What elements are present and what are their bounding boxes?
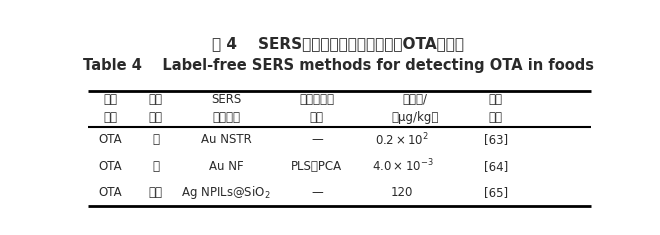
Text: [65]: [65] bbox=[484, 186, 508, 199]
Text: PLS、PCA: PLS、PCA bbox=[291, 160, 343, 173]
Text: 120: 120 bbox=[391, 186, 414, 199]
Text: Ag NPILs@SiO$_2$: Ag NPILs@SiO$_2$ bbox=[182, 184, 271, 201]
Text: 白酒: 白酒 bbox=[148, 186, 162, 199]
Text: —: — bbox=[311, 186, 323, 199]
Text: 水: 水 bbox=[152, 160, 159, 173]
Text: 水: 水 bbox=[152, 133, 159, 146]
Text: OTA: OTA bbox=[98, 186, 122, 199]
Text: 检测限/
（μg/kg）: 检测限/ （μg/kg） bbox=[391, 93, 439, 124]
Text: Table 4    Label-free SERS methods for detecting OTA in foods: Table 4 Label-free SERS methods for dete… bbox=[82, 58, 594, 73]
Text: [63]: [63] bbox=[484, 133, 508, 146]
Text: 化学计量学
方法: 化学计量学 方法 bbox=[300, 93, 335, 124]
Text: 参考
文献: 参考 文献 bbox=[488, 93, 503, 124]
Text: 真菌
毒素: 真菌 毒素 bbox=[103, 93, 117, 124]
Text: Au NF: Au NF bbox=[209, 160, 244, 173]
Text: OTA: OTA bbox=[98, 133, 122, 146]
Text: [64]: [64] bbox=[484, 160, 508, 173]
Text: $4.0\times10^{-3}$: $4.0\times10^{-3}$ bbox=[372, 158, 433, 174]
Text: —: — bbox=[311, 133, 323, 146]
Text: SERS
增强基底: SERS 增强基底 bbox=[211, 93, 242, 124]
Text: 样本
基质: 样本 基质 bbox=[148, 93, 162, 124]
Text: Au NSTR: Au NSTR bbox=[201, 133, 251, 146]
Text: 表 4    SERS直接检测技术检测食品中OTA的方法: 表 4 SERS直接检测技术检测食品中OTA的方法 bbox=[213, 36, 464, 51]
Text: OTA: OTA bbox=[98, 160, 122, 173]
Text: $0.2\times10^{2}$: $0.2\times10^{2}$ bbox=[376, 132, 429, 148]
